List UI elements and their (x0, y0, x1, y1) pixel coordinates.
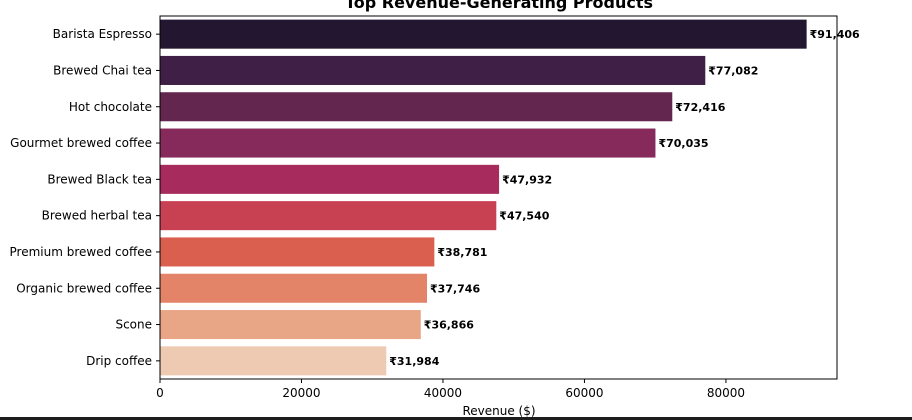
bar-drip-coffee (160, 346, 387, 376)
x-axis-label: Revenue ($) (462, 404, 535, 418)
value-label: ₹70,035 (658, 137, 708, 150)
value-label: ₹72,416 (675, 101, 725, 114)
x-tick-label: 40000 (424, 386, 462, 400)
value-label: ₹47,932 (502, 173, 552, 186)
value-label: ₹38,781 (437, 246, 487, 259)
bar-brewed-chai-tea (160, 55, 706, 85)
value-label: ₹77,082 (708, 64, 758, 77)
value-label: ₹47,540 (499, 210, 549, 223)
chart-title: Top Revenue-Generating Products (345, 0, 653, 12)
labels-layer: ₹91,406 Barista Espresso ₹77,082 Brewed Cha… (10, 27, 861, 368)
plot-frame (159, 15, 838, 380)
category-label: Hot chocolate (69, 100, 152, 114)
bar-brewed-black-tea (160, 164, 500, 194)
x-tick-label: 60000 (565, 386, 603, 400)
x-tick-label: 80000 (707, 386, 745, 400)
category-label: Organic brewed coffee (16, 281, 152, 295)
bar-brewed-herbal-tea (160, 201, 497, 231)
category-label: Scone (115, 318, 152, 332)
x-tick-label: 0 (156, 386, 164, 400)
value-label: ₹31,984 (389, 355, 439, 368)
bar-premium-brewed-coffee (160, 237, 435, 267)
category-label: Brewed Chai tea (53, 63, 152, 77)
bar-hot-chocolate (160, 92, 673, 122)
category-label: Brewed Black tea (47, 172, 152, 186)
category-label: Brewed herbal tea (42, 209, 152, 223)
category-label: Drip coffee (86, 354, 152, 368)
bar-gourmet-brewed-coffee (160, 128, 656, 158)
bar-organic-brewed-coffee (160, 273, 428, 303)
bar-scone (160, 310, 421, 340)
value-label: ₹37,746 (430, 282, 480, 295)
category-label: Gourmet brewed coffee (10, 136, 152, 150)
value-label: ₹91,406 (810, 28, 860, 41)
axes-layer: 0 20000 40000 60000 80000 (156, 15, 838, 400)
category-label: Barista Espresso (53, 27, 152, 41)
value-label: ₹36,866 (424, 319, 474, 332)
category-label: Premium brewed coffee (10, 245, 152, 259)
bar-barista-espresso (160, 19, 807, 49)
x-tick-label: 20000 (282, 386, 320, 400)
bars-layer (160, 19, 807, 376)
bottom-band (0, 417, 912, 420)
